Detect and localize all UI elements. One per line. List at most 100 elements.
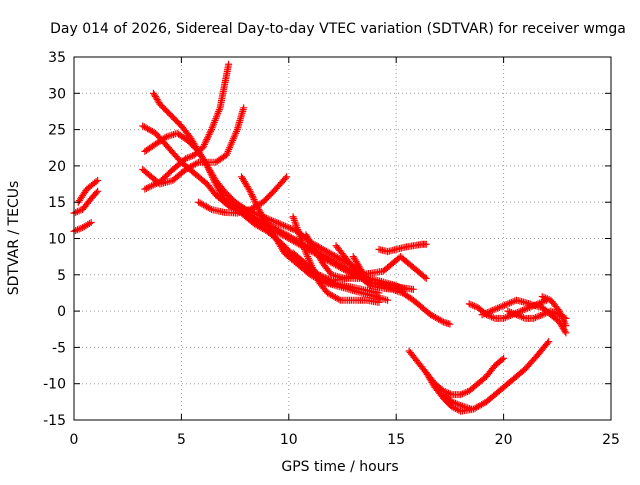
data-point	[315, 271, 323, 279]
data-point	[550, 309, 558, 317]
x-tick-label: 5	[177, 432, 186, 448]
data-point	[504, 307, 512, 315]
data-track-track-h	[141, 60, 233, 193]
data-point	[448, 398, 456, 406]
y-tick-label: 20	[48, 159, 66, 175]
data-point	[94, 187, 102, 195]
data-point	[148, 182, 156, 190]
data-point	[269, 217, 277, 225]
data-point	[538, 311, 546, 319]
data-track-track-p	[375, 240, 430, 256]
data-point	[467, 405, 475, 413]
data-point	[538, 293, 546, 301]
data-track-track-g	[139, 104, 248, 188]
data-point	[504, 300, 512, 308]
data-point	[92, 189, 100, 197]
data-point	[141, 185, 149, 193]
data-point	[193, 159, 201, 167]
data-point	[204, 134, 212, 142]
x-tick-label: 25	[602, 432, 620, 448]
data-track-track-l	[289, 213, 383, 306]
data-point	[250, 196, 258, 204]
data-point	[254, 216, 262, 224]
data-point	[320, 273, 328, 281]
data-point	[274, 219, 282, 227]
data-point	[520, 306, 528, 314]
data-point	[283, 173, 291, 181]
data-point	[499, 302, 507, 310]
data-point	[187, 152, 195, 160]
data-point	[281, 222, 289, 230]
data-point	[531, 314, 539, 322]
data-point	[547, 307, 555, 315]
data-point	[522, 305, 530, 313]
data-point	[205, 131, 213, 139]
data-point	[470, 302, 478, 310]
data-point	[509, 309, 517, 317]
data-point	[73, 226, 81, 234]
data-point	[438, 317, 446, 325]
data-point	[506, 299, 514, 307]
data-point	[462, 388, 470, 396]
data-point	[537, 298, 545, 306]
data-track-track-c	[74, 176, 102, 206]
data-point	[94, 176, 102, 184]
data-point	[483, 309, 491, 317]
data-point	[287, 224, 295, 232]
data-point	[540, 293, 548, 301]
data-point	[185, 153, 193, 161]
data-point	[422, 240, 430, 248]
data-point	[253, 202, 261, 210]
data-point	[225, 60, 233, 68]
axis-ticks	[73, 56, 612, 421]
data-point	[458, 390, 466, 398]
data-point	[249, 213, 257, 221]
data-point	[202, 137, 210, 145]
data-point	[498, 356, 506, 363]
data-series	[70, 60, 570, 415]
y-tick-label: -10	[43, 377, 66, 393]
data-point	[75, 207, 83, 215]
data-point	[485, 308, 493, 316]
data-point	[537, 311, 545, 319]
data-point	[143, 184, 151, 192]
data-point	[280, 221, 288, 229]
data-point	[421, 273, 429, 281]
data-point	[500, 301, 508, 309]
data-point	[562, 329, 570, 337]
data-track-track-a	[70, 219, 95, 235]
data-point	[545, 338, 553, 346]
data-point	[87, 219, 95, 227]
y-tick-label: 30	[48, 86, 66, 102]
data-point	[544, 339, 552, 347]
data-point	[467, 301, 475, 309]
data-point	[161, 134, 169, 142]
data-point	[455, 401, 463, 409]
data-point	[409, 285, 417, 293]
data-point	[542, 294, 550, 302]
data-point	[450, 399, 458, 407]
data-point	[460, 389, 468, 397]
data-track-track-x	[538, 293, 570, 330]
data-point	[252, 215, 260, 223]
data-point	[489, 314, 497, 322]
x-tick-label: 0	[70, 432, 79, 448]
data-point	[446, 320, 454, 328]
data-point	[469, 301, 477, 309]
data-point	[146, 183, 154, 191]
data-point	[144, 184, 152, 192]
data-point	[75, 225, 83, 233]
data-track-track-b	[70, 187, 102, 217]
data-point	[457, 391, 465, 399]
data-track-track-i	[195, 173, 291, 217]
data-point	[542, 309, 550, 317]
y-axis-label: SDTVAR / TECUs	[6, 181, 22, 296]
data-point	[502, 301, 510, 309]
data-point	[517, 307, 525, 315]
data-point	[500, 314, 508, 322]
data-point	[335, 295, 343, 303]
data-point	[535, 312, 543, 320]
